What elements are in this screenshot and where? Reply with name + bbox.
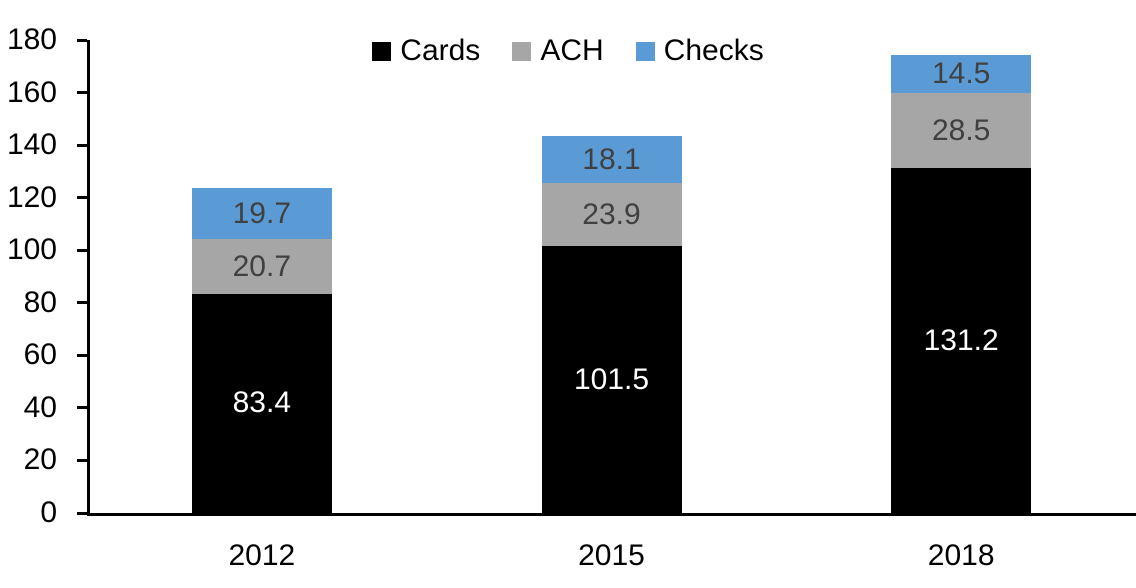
y-tick-label: 100 — [6, 233, 57, 267]
y-tick-label: 60 — [23, 338, 57, 372]
bar-segment-label: 23.9 — [582, 197, 641, 231]
bar-segment-2018-cards: 131.2 — [891, 168, 1032, 513]
legend-item-ach: ACH — [512, 34, 604, 67]
bar-segment-2018-checks: 14.5 — [891, 55, 1032, 94]
bar-segment-label: 101.5 — [573, 362, 650, 396]
y-tick-mark — [77, 406, 87, 410]
legend-label: ACH — [540, 34, 604, 67]
bar-segment-label: 20.7 — [232, 249, 292, 283]
legend-item-cards: Cards — [372, 36, 480, 66]
x-tick-label-2015: 2015 — [578, 539, 645, 572]
y-tick-mark — [77, 511, 87, 515]
y-tick-mark — [77, 301, 87, 305]
y-tick-mark — [77, 458, 87, 462]
y-tick-label: 180 — [6, 23, 57, 56]
x-tick-label-2012: 2012 — [228, 539, 296, 572]
x-axis-line — [87, 513, 1136, 516]
legend-label: Checks — [663, 34, 764, 67]
chart-legend: Cards ACH Checks — [0, 36, 1136, 66]
y-tick-mark — [77, 196, 87, 200]
bar-segment-2015-cards: 101.5 — [541, 246, 682, 513]
bar-2012: 19.7 20.7 83.4 — [191, 187, 332, 513]
bar-segment-2012-cards: 83.4 — [191, 293, 332, 513]
bar-segment-2012-ach: 20.7 — [191, 239, 332, 294]
bar-segment-2015-ach: 23.9 — [541, 183, 682, 247]
y-tick-mark — [77, 353, 87, 357]
y-tick-label: 80 — [23, 285, 57, 319]
y-tick-label: 20 — [23, 443, 57, 477]
y-tick-mark — [77, 143, 87, 147]
bar-segment-label: 14.5 — [931, 57, 991, 91]
y-tick-mark — [77, 38, 87, 42]
bar-segment-label: 18.1 — [582, 142, 641, 176]
y-tick-label: 0 — [40, 496, 57, 529]
legend-swatch-cards-icon — [372, 41, 392, 61]
bar-segment-label: 83.4 — [232, 386, 292, 420]
legend-swatch-ach-icon — [512, 41, 532, 61]
bar-segment-2012-checks: 19.7 — [191, 187, 332, 240]
y-tick-mark — [77, 91, 87, 95]
y-tick-label: 40 — [23, 390, 57, 424]
bar-segment-label: 131.2 — [923, 323, 999, 357]
y-tick-label: 160 — [6, 75, 57, 109]
bar-segment-label: 28.5 — [931, 113, 991, 147]
y-tick-label: 120 — [6, 180, 57, 214]
legend-item-checks: Checks — [635, 34, 764, 67]
bar-2015: 18.1 23.9 101.5 — [541, 135, 682, 513]
bar-segment-2015-checks: 18.1 — [541, 135, 682, 184]
y-axis-line — [87, 40, 90, 516]
bar-segment-2018-ach: 28.5 — [891, 93, 1032, 169]
legend-label: Cards — [400, 34, 481, 67]
legend-swatch-checks-icon — [635, 41, 655, 61]
x-tick-label-2018: 2018 — [927, 539, 995, 572]
bar-segment-label: 19.7 — [232, 196, 292, 230]
y-tick-label: 140 — [6, 128, 57, 162]
bar-2018: 14.5 28.5 131.2 — [891, 55, 1032, 513]
y-tick-mark — [77, 248, 87, 252]
